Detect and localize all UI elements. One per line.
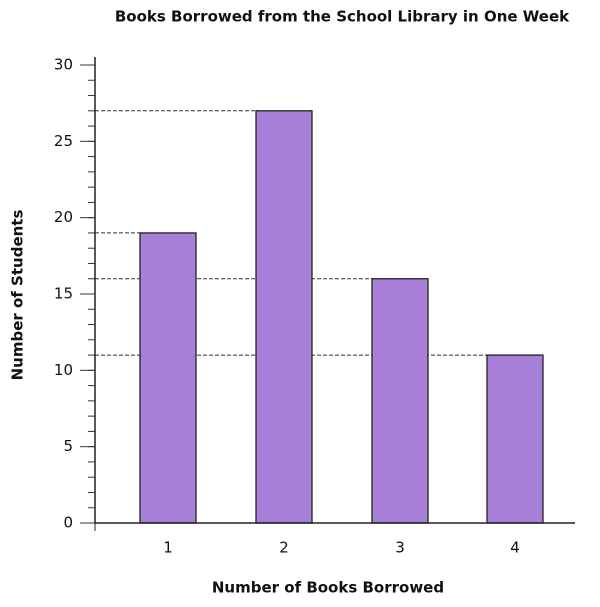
bar bbox=[139, 232, 197, 524]
x-tick-label: 2 bbox=[279, 539, 289, 557]
bar bbox=[371, 278, 429, 524]
y-tick-label: 20 bbox=[54, 208, 73, 226]
x-tick-label: 4 bbox=[510, 539, 520, 557]
chart-title: Books Borrowed from the School Library i… bbox=[115, 8, 570, 26]
y-tick-label: 25 bbox=[54, 132, 73, 150]
y-axis-label: Number of Students bbox=[9, 210, 27, 381]
bar bbox=[486, 354, 544, 524]
x-tick-label: 1 bbox=[163, 539, 173, 557]
y-tick-label: 5 bbox=[63, 437, 73, 455]
y-tick-label: 0 bbox=[63, 514, 73, 532]
y-tick-label: 15 bbox=[54, 285, 73, 303]
x-axis-label: Number of Books Borrowed bbox=[212, 579, 444, 597]
bar bbox=[255, 110, 313, 524]
y-tick-label: 30 bbox=[54, 56, 73, 74]
y-tick-label: 10 bbox=[54, 361, 73, 379]
x-tick-label: 3 bbox=[395, 539, 405, 557]
